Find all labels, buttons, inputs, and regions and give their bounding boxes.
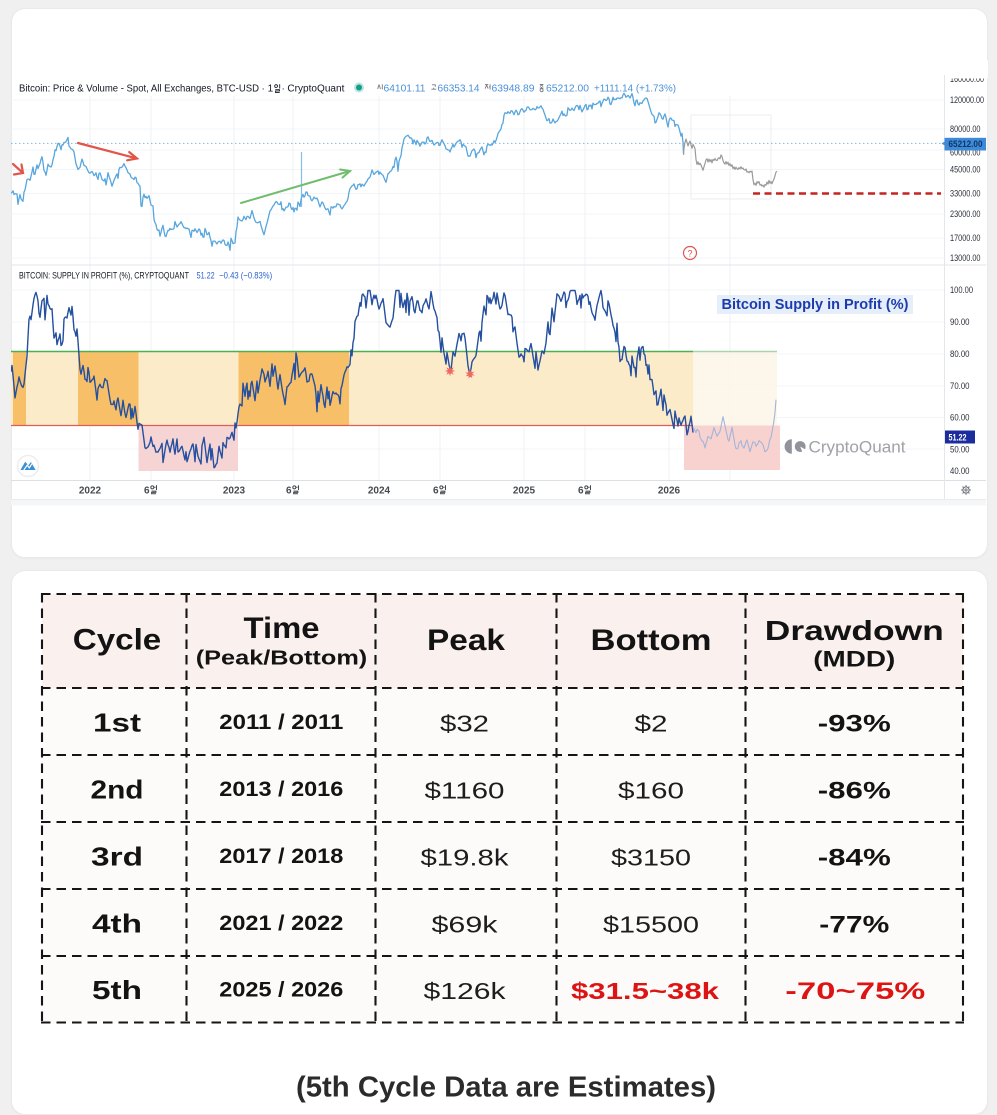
svg-text:$32: $32: [440, 711, 489, 737]
svg-text:2023: 2023: [223, 486, 246, 497]
svg-text:(Peak/Bottom): (Peak/Bottom): [196, 648, 368, 670]
svg-text:5th: 5th: [92, 975, 142, 1005]
svg-text:6: 6: [144, 486, 150, 497]
svg-text:4th: 4th: [92, 909, 142, 939]
svg-text:Bottom: Bottom: [591, 624, 712, 657]
svg-text:2013 / 2016: 2013 / 2016: [219, 777, 343, 801]
svg-text:−0.43 (−0.83%): −0.43 (−0.83%): [219, 271, 272, 281]
svg-text:$126k: $126k: [424, 978, 507, 1004]
svg-text:Peak: Peak: [427, 624, 505, 657]
svg-text:?: ?: [687, 248, 692, 258]
svg-text:-86%: -86%: [818, 778, 891, 805]
svg-text:66353.14: 66353.14: [438, 84, 480, 95]
svg-text:$1160: $1160: [425, 778, 505, 804]
svg-text:Bitcoin Supply in Profit (%): Bitcoin Supply in Profit (%): [722, 297, 909, 313]
svg-text:(MDD): (MDD): [813, 647, 895, 672]
svg-text:Drawdown: Drawdown: [765, 615, 944, 646]
svg-text:13000.00: 13000.00: [950, 253, 981, 263]
svg-text:17000.00: 17000.00: [950, 233, 981, 243]
svg-text:1st: 1st: [93, 708, 141, 738]
svg-text:60000.00: 60000.00: [950, 148, 981, 158]
svg-text:23000.00: 23000.00: [950, 209, 981, 219]
svg-text:70.00: 70.00: [950, 381, 970, 391]
svg-text:· 1: · 1: [262, 84, 274, 95]
svg-text:$160: $160: [618, 778, 684, 804]
svg-text:2011 / 2011: 2011 / 2011: [219, 710, 343, 734]
svg-text:80.00: 80.00: [950, 349, 970, 359]
svg-text:2026: 2026: [658, 486, 681, 497]
svg-text:Bitcoin: Price & Volume - Spot: Bitcoin: Price & Volume - Spot, All Exch…: [19, 84, 259, 95]
svg-text:BITCOIN: SUPPLY IN PROFIT (%),: BITCOIN: SUPPLY IN PROFIT (%), CRYPTOQUA…: [19, 271, 189, 281]
svg-text:+1111.14 (+1.73%): +1111.14 (+1.73%): [594, 84, 676, 95]
svg-text:2024: 2024: [368, 486, 391, 497]
svg-text:100.00: 100.00: [950, 285, 973, 295]
svg-text:-93%: -93%: [818, 711, 891, 738]
svg-text:$3150: $3150: [611, 845, 691, 871]
svg-text:2022: 2022: [79, 486, 102, 497]
svg-text:6: 6: [286, 486, 292, 497]
svg-text:·: ·: [282, 84, 285, 95]
svg-text:65212.00: 65212.00: [546, 84, 589, 95]
svg-text:51.22: 51.22: [949, 433, 967, 443]
svg-text:2017 / 2018: 2017 / 2018: [219, 844, 343, 868]
svg-text:45000.00: 45000.00: [950, 165, 981, 175]
svg-text:80000.00: 80000.00: [950, 124, 981, 134]
svg-text:120000.00: 120000.00: [950, 95, 984, 105]
svg-text:160000.00: 160000.00: [950, 74, 984, 84]
svg-text:2021 / 2022: 2021 / 2022: [219, 911, 343, 935]
svg-text:51.22: 51.22: [197, 271, 215, 281]
svg-text:$19.8k: $19.8k: [421, 845, 510, 871]
svg-text:2025: 2025: [513, 486, 536, 497]
svg-text:CryptoQuant: CryptoQuant: [809, 438, 906, 457]
svg-text:$15500: $15500: [603, 912, 699, 938]
svg-text:Cycle: Cycle: [73, 624, 162, 657]
svg-text:6: 6: [433, 486, 439, 497]
svg-text:$69k: $69k: [432, 912, 499, 938]
svg-text:Time: Time: [244, 612, 320, 645]
svg-text:3rd: 3rd: [91, 842, 143, 872]
svg-text:-84%: -84%: [818, 845, 891, 872]
svg-text:64101.11: 64101.11: [384, 84, 426, 95]
svg-text:(5th Cycle Data are Estimates): (5th Cycle Data are Estimates): [296, 1072, 716, 1104]
svg-text:6: 6: [578, 486, 584, 497]
svg-text:63948.89: 63948.89: [492, 84, 535, 95]
svg-text:65212.00: 65212.00: [949, 139, 983, 149]
svg-text:40.00: 40.00: [950, 466, 970, 476]
svg-text:2nd: 2nd: [91, 775, 144, 805]
svg-text:-77%: -77%: [819, 912, 889, 939]
svg-text:60.00: 60.00: [950, 413, 970, 423]
svg-text:33000.00: 33000.00: [950, 189, 981, 199]
svg-text:CryptoQuant: CryptoQuant: [287, 84, 344, 95]
svg-text:50.00: 50.00: [950, 445, 970, 455]
svg-text:-70~75%: -70~75%: [785, 978, 925, 1005]
svg-text:90.00: 90.00: [950, 317, 970, 327]
svg-text:$2: $2: [635, 711, 668, 737]
svg-text:2025 / 2026: 2025 / 2026: [219, 978, 343, 1002]
svg-text:$31.5~38k: $31.5~38k: [571, 978, 720, 1004]
